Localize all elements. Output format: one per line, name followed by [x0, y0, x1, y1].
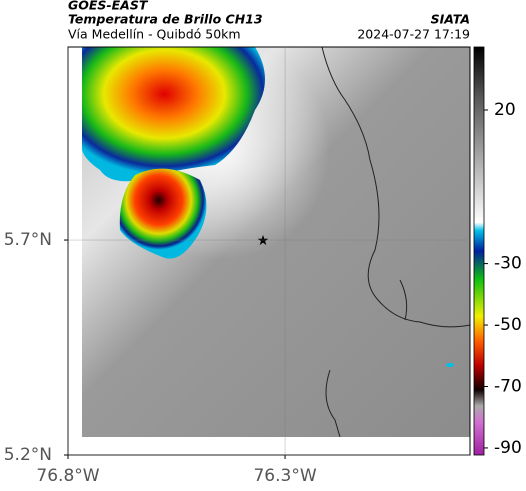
y-tick-label: 5.7°N — [4, 230, 52, 250]
colorbar — [473, 46, 485, 456]
product-title: Temperatura de Brillo CH13 — [68, 12, 263, 27]
y-tick-label: 5.2°N — [4, 445, 52, 465]
colorbar-tick-label: -90 — [494, 438, 522, 458]
agency: SIATA — [431, 12, 470, 27]
route-title: Vía Medellín - Quibdó 50km — [68, 27, 241, 42]
timestamp: 2024-07-27 17:19 — [357, 27, 470, 42]
colorbar-tick-label: -30 — [494, 254, 522, 274]
colorbar-tick-label: -70 — [494, 376, 522, 396]
satellite-image — [82, 47, 470, 437]
x-tick-label: 76.3°W — [253, 466, 316, 486]
colorbar-tick-label: 20 — [494, 100, 516, 120]
x-tick-label: 76.8°W — [36, 466, 99, 486]
colorbar-tick-label: -50 — [494, 315, 522, 335]
source-title: GOES-EAST — [68, 0, 149, 13]
station-marker: ★ — [257, 233, 270, 249]
